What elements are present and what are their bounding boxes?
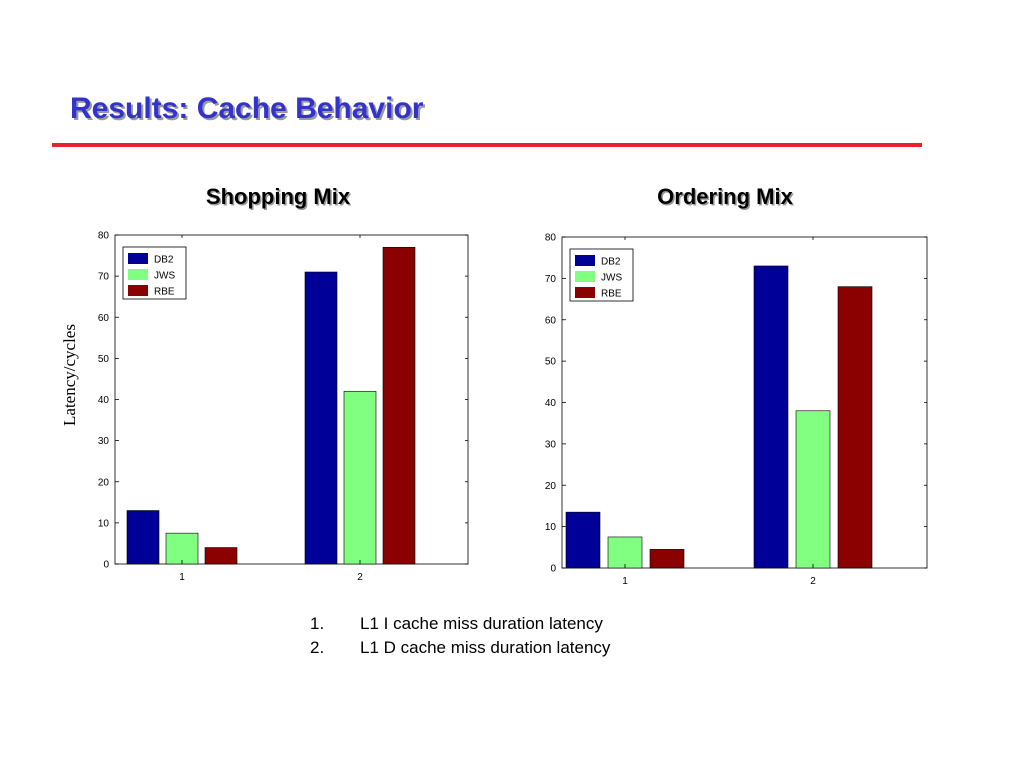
note-number: 1. <box>310 614 325 633</box>
y-tick-label: 80 <box>98 231 110 242</box>
slide-title: Results: Cache Behavior <box>70 92 424 125</box>
bar-rbe <box>837 286 873 569</box>
y-tick-label: 0 <box>550 564 556 575</box>
y-tick-label: 60 <box>98 313 110 324</box>
bar-db2 <box>304 271 338 565</box>
bar-jws <box>165 532 199 565</box>
y-tick-label: 80 <box>545 233 557 244</box>
bar-rbe <box>204 547 238 565</box>
y-tick-label: 30 <box>98 436 110 447</box>
legend-swatch-rbe <box>575 287 595 298</box>
legend-swatch-db2 <box>128 253 148 264</box>
x-tick-label: 2 <box>357 572 363 583</box>
legend-label: JWS <box>154 271 175 282</box>
bar-db2 <box>126 510 160 565</box>
legend-label: JWS <box>601 273 622 284</box>
bar-rbe <box>382 247 416 565</box>
bar-rbe <box>649 549 685 569</box>
y-tick-label: 50 <box>98 354 110 365</box>
y-tick-label: 30 <box>545 439 557 450</box>
x-tick-label: 2 <box>810 576 816 587</box>
legend-label: RBE <box>154 287 175 298</box>
y-tick-label: 10 <box>98 518 110 529</box>
legend-swatch-db2 <box>575 255 595 266</box>
y-tick-label: 40 <box>98 395 110 406</box>
note-item: 2. L1 D cache miss duration latency <box>310 636 610 660</box>
legend-label: DB2 <box>601 257 621 268</box>
legend-swatch-rbe <box>128 285 148 296</box>
y-tick-label: 50 <box>545 357 557 368</box>
bar-jws <box>607 536 643 569</box>
note-text: L1 D cache miss duration latency <box>360 638 611 657</box>
chart-title-ordering-mix: Ordering Mix <box>657 184 793 209</box>
notes-list: 1. L1 I cache miss duration latency 2. L… <box>310 612 610 660</box>
y-tick-label: 0 <box>103 560 109 571</box>
legend-swatch-jws <box>575 271 595 282</box>
y-tick-label: 70 <box>98 272 110 283</box>
x-tick-label: 1 <box>179 572 185 583</box>
note-item: 1. L1 I cache miss duration latency <box>310 612 610 636</box>
bar-jws <box>343 390 377 565</box>
x-tick-label: 1 <box>622 576 628 587</box>
title-divider <box>52 143 922 147</box>
y-tick-label: 70 <box>545 274 557 285</box>
note-number: 2. <box>310 638 325 657</box>
bar-db2 <box>753 265 789 569</box>
note-text: L1 I cache miss duration latency <box>360 614 603 633</box>
y-tick-label: 60 <box>545 315 557 326</box>
bar-jws <box>795 410 831 569</box>
y-tick-label: 20 <box>98 477 110 488</box>
legend-label: DB2 <box>154 255 174 266</box>
legend-swatch-jws <box>128 269 148 280</box>
y-tick-label: 40 <box>545 398 557 409</box>
legend-label: RBE <box>601 289 622 300</box>
bar-db2 <box>565 511 601 569</box>
y-tick-label: 10 <box>545 522 557 533</box>
chart-title-shopping-mix: Shopping Mix <box>205 184 351 209</box>
y-tick-label: 20 <box>545 481 557 492</box>
